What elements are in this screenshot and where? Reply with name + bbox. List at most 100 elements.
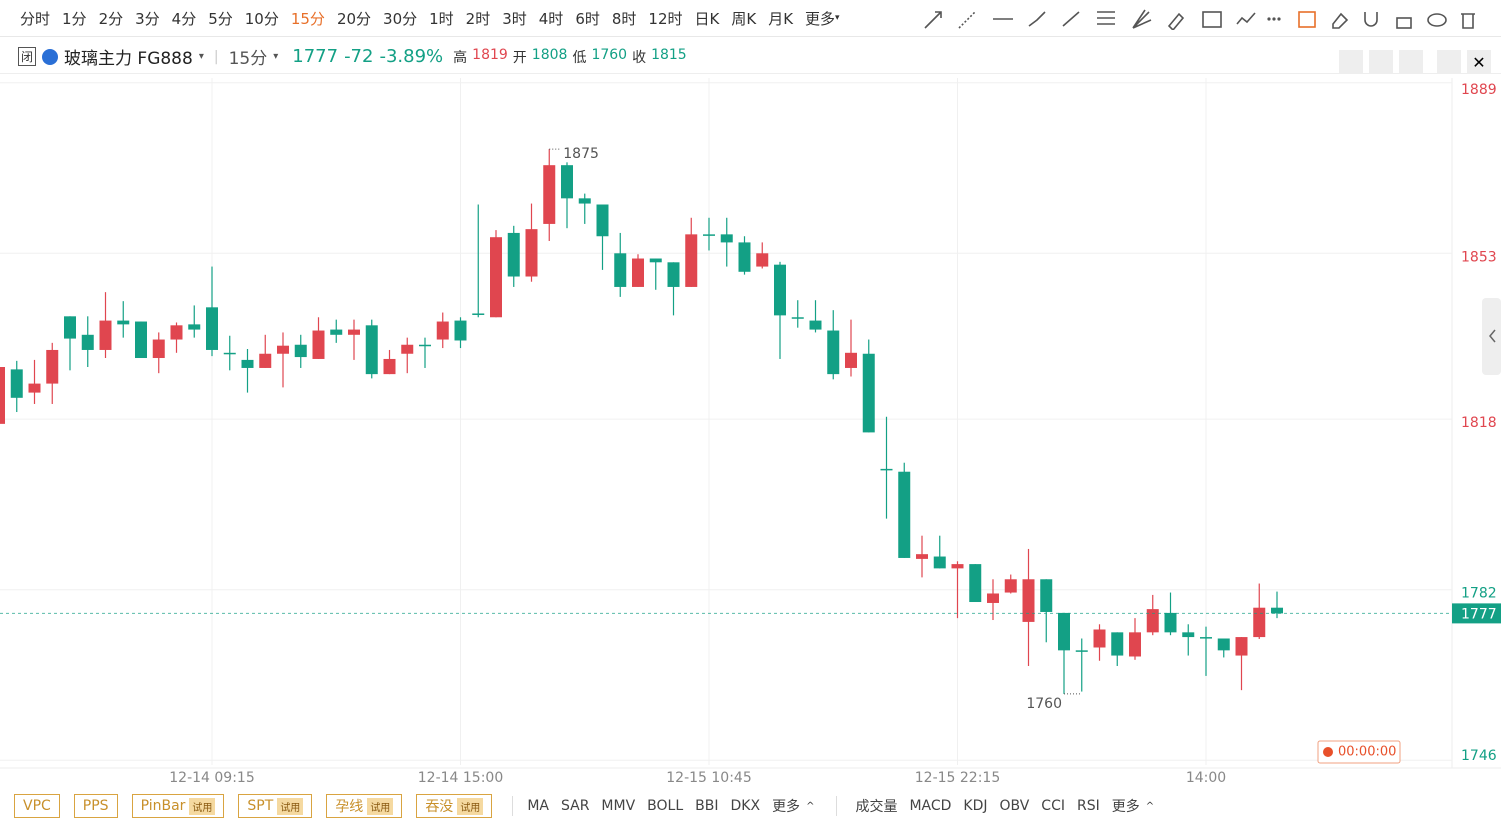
candle-body — [170, 325, 183, 340]
pattern-button[interactable]: SPT 试用 — [238, 794, 313, 818]
pattern-button[interactable]: VPC — [14, 794, 60, 818]
trial-tag: 试用 — [277, 797, 304, 815]
candle-body — [1271, 607, 1283, 614]
indicator[interactable]: CCI — [1041, 798, 1065, 814]
candle-body — [1040, 579, 1053, 612]
image-icon[interactable] — [1202, 11, 1222, 28]
period-tab[interactable]: 分时 — [20, 9, 51, 28]
stat-label: 收 — [632, 49, 647, 66]
candle-body — [46, 349, 59, 384]
y-tick-label: 1853 — [1461, 249, 1497, 265]
candle-body — [135, 321, 147, 359]
fan-icon[interactable] — [1132, 9, 1152, 29]
close-btn[interactable]: ✕ — [1467, 50, 1491, 74]
magnet-icon[interactable] — [1364, 12, 1378, 27]
eye-icon[interactable] — [1427, 13, 1447, 27]
candle-body — [1022, 579, 1035, 622]
min-label: 1760 — [1026, 696, 1062, 712]
period-tab[interactable]: 30分 — [383, 9, 418, 28]
btn[interactable] — [1437, 50, 1461, 74]
pattern-button[interactable]: PinBar 试用 — [131, 794, 225, 818]
indicator[interactable]: KDJ — [963, 798, 988, 814]
indicator[interactable]: MMV — [601, 798, 636, 814]
candle-body — [845, 352, 857, 368]
x-tick-label: 12-14 09:15 — [169, 770, 254, 786]
period-tab[interactable]: 6时 — [575, 9, 600, 28]
candle-body — [720, 234, 733, 243]
pen-icon[interactable] — [1167, 12, 1185, 30]
trash-icon[interactable] — [1461, 13, 1475, 29]
segment-icon[interactable] — [1028, 11, 1046, 27]
candle-body — [188, 324, 201, 330]
dropdown: ▾ — [835, 13, 840, 23]
period-tab[interactable]: 2分 — [98, 9, 124, 28]
wave-icon[interactable] — [1236, 12, 1256, 25]
indicator[interactable]: DKX — [730, 798, 761, 814]
candle-body — [774, 264, 786, 316]
btn[interactable] — [1369, 50, 1393, 74]
pattern-button[interactable]: PPS — [73, 794, 118, 818]
y-tick-label: 1818 — [1461, 415, 1497, 431]
period-tab[interactable]: 5分 — [208, 9, 233, 28]
pattern-button[interactable]: 孕线 试用 — [326, 794, 403, 818]
period-tab[interactable]: 1时 — [429, 9, 454, 28]
candle-body — [223, 352, 236, 355]
indicator[interactable]: 成交量 — [855, 799, 898, 815]
period-tab[interactable]: 15分 — [290, 9, 325, 28]
x-tick-label: 14:00 — [1186, 770, 1226, 786]
ray-icon[interactable] — [958, 11, 976, 29]
indicator[interactable]: BOLL — [647, 798, 684, 814]
stat-value: 1808 — [531, 46, 568, 63]
period-tab[interactable]: 周K — [731, 9, 757, 28]
period-tab[interactable]: 1分 — [62, 9, 87, 28]
candle-body — [916, 554, 928, 559]
period-tab[interactable]: 4时 — [538, 9, 564, 28]
edit-icon[interactable] — [1298, 11, 1316, 28]
y-tick-label: 1782 — [1461, 586, 1497, 602]
indicator[interactable]: OBV — [999, 798, 1030, 814]
period-tab[interactable]: 日K — [694, 9, 720, 28]
candle-body — [1182, 632, 1195, 638]
period-tab[interactable]: 更多 — [805, 9, 836, 28]
lock-icon[interactable] — [1396, 17, 1412, 29]
side-handle[interactable] — [1482, 298, 1501, 375]
trend-icon[interactable] — [1062, 11, 1080, 27]
dropdown[interactable]: ▾ — [273, 51, 279, 62]
period-tab[interactable]: 3时 — [502, 9, 527, 28]
indicator[interactable]: SAR — [560, 798, 590, 814]
candle-body — [490, 237, 502, 318]
btn[interactable] — [1339, 50, 1363, 74]
symbol[interactable]: 玻璃主力 FG888 — [64, 49, 193, 69]
candle-body — [578, 198, 591, 204]
period[interactable]: 15分 — [228, 49, 268, 69]
candle-body — [685, 234, 698, 287]
stat-label: 开 — [512, 49, 527, 66]
period-tab[interactable]: 8时 — [611, 9, 637, 28]
arrow-icon[interactable] — [924, 11, 942, 29]
pattern-button[interactable]: 吞没 试用 — [416, 794, 493, 818]
candle-body — [365, 325, 378, 375]
period-tab[interactable]: 3分 — [135, 9, 160, 28]
fib-icon[interactable] — [1097, 11, 1115, 25]
indicator[interactable]: MA — [527, 798, 549, 814]
period-tab[interactable]: 10分 — [244, 9, 279, 28]
period-tab[interactable]: 20分 — [336, 9, 372, 28]
period-tab[interactable]: 2时 — [465, 9, 491, 28]
dropdown[interactable]: ▾ — [198, 51, 204, 62]
eraser-icon[interactable] — [1332, 12, 1349, 29]
indicator[interactable]: BBI — [695, 798, 719, 814]
close-tag[interactable]: 闭 — [18, 47, 37, 66]
period-tab[interactable]: 12时 — [648, 9, 683, 28]
edit-icons — [1298, 11, 1475, 29]
indicator[interactable]: RSI — [1076, 798, 1100, 814]
stat-value: 1819 — [472, 46, 508, 63]
candle-body — [383, 358, 396, 375]
period-tab[interactable]: 4分 — [171, 9, 197, 28]
stat-label: 高 — [453, 49, 468, 66]
indicator[interactable]: 更多 — [772, 799, 801, 815]
indicator[interactable]: MACD — [909, 798, 952, 814]
timer-box — [1317, 740, 1401, 764]
indicator[interactable]: 更多 — [1111, 799, 1140, 815]
period-tab[interactable]: 月K — [768, 9, 794, 28]
btn[interactable] — [1399, 50, 1423, 74]
